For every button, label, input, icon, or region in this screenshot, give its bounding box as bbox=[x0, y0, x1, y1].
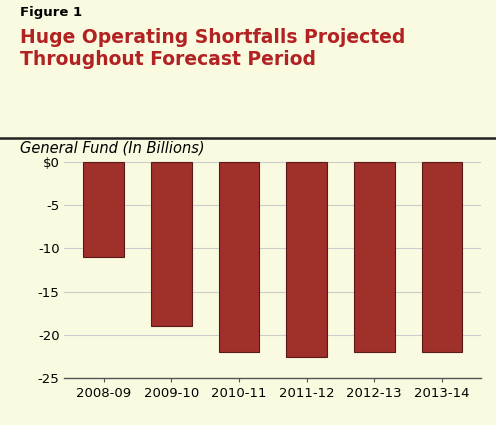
Bar bbox=[83, 162, 124, 257]
Bar bbox=[219, 162, 259, 352]
Bar bbox=[286, 162, 327, 357]
Text: Huge Operating Shortfalls Projected
Throughout Forecast Period: Huge Operating Shortfalls Projected Thro… bbox=[20, 28, 405, 69]
Text: General Fund (In Billions): General Fund (In Billions) bbox=[20, 140, 204, 155]
Bar bbox=[422, 162, 462, 352]
Text: Figure 1: Figure 1 bbox=[20, 6, 82, 20]
Bar bbox=[354, 162, 394, 352]
Bar bbox=[151, 162, 191, 326]
